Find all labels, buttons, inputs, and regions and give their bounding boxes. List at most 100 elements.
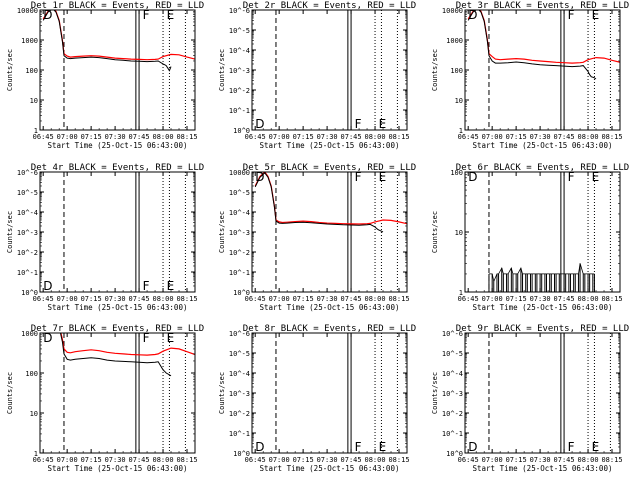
marker-e: E (592, 8, 600, 22)
y-tick-label: 10000 (442, 7, 463, 15)
x-axis-label: Start Time (25-Oct-15 06:43:00) (473, 303, 613, 312)
y-tick-label: 100 (450, 67, 463, 75)
y-axis-label: Counts/sec (218, 49, 226, 91)
x-tick-label: 08:15 (176, 133, 197, 141)
x-tick-label: 07:00 (482, 295, 503, 303)
panel-title: Det 4r BLACK = Events, RED = LLD (31, 163, 204, 173)
series-events-line (489, 263, 595, 283)
x-tick-label: 07:15 (293, 456, 314, 464)
chart-panel-1: Det 1r BLACK = Events, RED = LLD 1 10 100 10… (6, 1, 204, 150)
plot-frame (464, 9, 621, 131)
x-tick-label: 07:15 (81, 456, 102, 464)
x-tick-label: 08:00 (578, 133, 599, 141)
y-tick-label: 10^-4 (229, 370, 250, 378)
y-tick-label: 10^0 (233, 289, 250, 297)
y-tick-label: 10^-6 (442, 330, 463, 338)
panel-title: Det 6r BLACK = Events, RED = LLD (456, 163, 629, 173)
y-tick-label: 10^-3 (17, 229, 38, 237)
panel-title: Det 2r BLACK = Events, RED = LLD (243, 1, 416, 11)
x-tick-label: 07:45 (129, 295, 150, 303)
y-tick-label: 10^-1 (229, 269, 250, 277)
panel-title: Det 5r BLACK = Events, RED = LLD (243, 163, 416, 173)
marker-e: E (592, 170, 600, 184)
marker-d: D (468, 170, 477, 184)
y-axis-label: Counts/sec (6, 372, 14, 414)
y-tick-label: 10^-6 (229, 7, 250, 15)
x-tick-label: 08:00 (365, 133, 386, 141)
plot-frame (251, 332, 408, 454)
marker-f: F (568, 8, 575, 22)
x-tick-label: 07:30 (317, 295, 338, 303)
x-tick-label: 08:15 (601, 295, 622, 303)
panel-title: Det 9r BLACK = Events, RED = LLD (456, 324, 629, 334)
y-tick-label: 10^-4 (442, 370, 463, 378)
y-tick-label: 10000 (17, 7, 38, 15)
x-tick-label: 06:45 (245, 456, 266, 464)
x-tick-label: 07:45 (341, 133, 362, 141)
x-tick-label: 07:45 (554, 456, 575, 464)
marker-d: D (255, 440, 264, 454)
y-tick-label: 10^-3 (229, 390, 250, 398)
x-tick-label: 07:15 (506, 456, 527, 464)
y-tick-label: 1 (34, 450, 38, 458)
y-tick-label: 10^-3 (442, 390, 463, 398)
y-tick-label: 10^-1 (17, 269, 38, 277)
y-axis-label: Counts/sec (431, 49, 439, 91)
y-tick-label: 100 (25, 67, 38, 75)
x-tick-label: 07:00 (57, 133, 78, 141)
y-tick-label: 10^0 (21, 289, 38, 297)
chart-panel-2: Det 2r BLACK = Events, RED = LLD 10^0 10^-… (218, 1, 416, 150)
x-tick-label: 07:30 (105, 295, 126, 303)
series-events-line (254, 172, 384, 233)
y-tick-label: 10^-1 (229, 107, 250, 115)
y-tick-label: 10^-2 (229, 249, 250, 257)
marker-f: F (143, 279, 150, 293)
x-tick-label: 06:45 (458, 456, 479, 464)
chart-panel-3: Det 3r BLACK = Events, RED = LLD 1 10 100 10… (431, 1, 629, 150)
x-tick-label: 07:00 (482, 456, 503, 464)
plot-frame (39, 332, 196, 454)
marker-d: D (468, 8, 477, 22)
y-axis-label: Counts/sec (218, 211, 226, 253)
x-tick-label: 08:00 (365, 456, 386, 464)
x-tick-label: 07:30 (530, 133, 551, 141)
x-tick-label: 08:15 (176, 295, 197, 303)
x-tick-label: 07:00 (269, 456, 290, 464)
y-axis-label: Counts/sec (431, 211, 439, 253)
x-tick-label: 07:45 (129, 133, 150, 141)
y-tick-label: 10^-6 (17, 169, 38, 177)
x-tick-label: 07:45 (341, 295, 362, 303)
series-events-line (59, 333, 172, 377)
x-tick-label: 08:00 (153, 456, 174, 464)
y-tick-label: 10^-1 (229, 430, 250, 438)
y-tick-label: 10^-2 (229, 410, 250, 418)
x-axis-label: Start Time (25-Oct-15 06:43:00) (260, 141, 400, 150)
x-tick-label: 06:45 (458, 133, 479, 141)
y-tick-label: 10^0 (233, 127, 250, 135)
x-tick-label: 07:45 (554, 133, 575, 141)
panel-title: Det 7r BLACK = Events, RED = LLD (31, 324, 204, 334)
y-tick-label: 10^-1 (442, 430, 463, 438)
y-axis-label: Counts/sec (218, 372, 226, 414)
plot-frame (251, 9, 408, 131)
y-tick-label: 10^-5 (229, 189, 250, 197)
y-tick-label: 1 (459, 127, 463, 135)
x-tick-label: 07:15 (293, 133, 314, 141)
chart-panel-7: Det 7r BLACK = Events, RED = LLD 1 10 100 10… (6, 324, 204, 473)
marker-f: F (568, 440, 575, 454)
panel-title: Det 8r BLACK = Events, RED = LLD (243, 324, 416, 334)
x-tick-label: 08:00 (578, 456, 599, 464)
x-tick-label: 08:00 (578, 295, 599, 303)
x-axis-label: Start Time (25-Oct-15 06:43:00) (48, 303, 188, 312)
panel-title: Det 1r BLACK = Events, RED = LLD (31, 1, 204, 11)
x-tick-label: 07:15 (506, 295, 527, 303)
plot-frame (39, 171, 196, 293)
marker-d: D (468, 440, 477, 454)
y-tick-label: 10^-2 (442, 410, 463, 418)
chart-panel-6: Det 6r BLACK = Events, RED = LLD 1 10 100 06… (431, 163, 629, 312)
marker-e: E (167, 279, 175, 293)
series-events-line (467, 10, 597, 80)
x-tick-label: 07:45 (129, 456, 150, 464)
x-tick-label: 06:45 (33, 133, 54, 141)
